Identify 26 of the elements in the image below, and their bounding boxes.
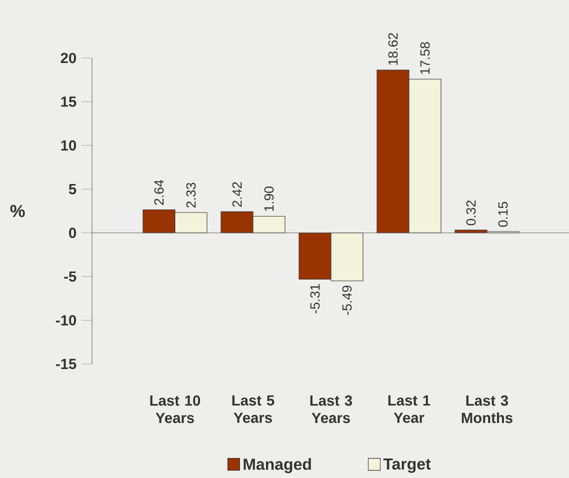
y-tick-label: -10 <box>56 315 76 326</box>
x-tick-label: Last 3 Years <box>310 395 352 424</box>
y-tick-label: 10 <box>61 140 76 151</box>
legend-label: Managed <box>244 458 311 474</box>
data-label: 17.58 <box>420 42 430 74</box>
legend-label: Target <box>383 458 431 473</box>
data-label: 2.64 <box>154 180 164 205</box>
y-tick-label: 15 <box>61 96 76 107</box>
data-label: 0.32 <box>466 200 476 226</box>
x-tick-label: Last 3 Months <box>462 395 512 424</box>
y-tick-label: 20 <box>60 52 76 64</box>
data-label: -5.49 <box>342 286 352 315</box>
data-label: 1.90 <box>264 186 274 211</box>
data-label: 18.62 <box>388 33 398 65</box>
y-tick-label: -15 <box>56 358 76 370</box>
data-label: 0.15 <box>498 202 508 227</box>
data-label: -5.31 <box>310 284 320 314</box>
x-tick-label: Last 10 Years <box>150 395 200 424</box>
y-axis-title: % <box>10 204 25 218</box>
y-tick-label: 0 <box>69 228 76 238</box>
data-label: 2.33 <box>186 182 196 208</box>
x-tick-label: Last 5 Years <box>232 395 274 423</box>
y-tick-label: 5 <box>68 184 76 194</box>
y-tick-label: -5 <box>64 271 76 282</box>
x-tick-label: Last 1 Year <box>388 395 430 423</box>
data-label: 2.42 <box>232 182 242 207</box>
